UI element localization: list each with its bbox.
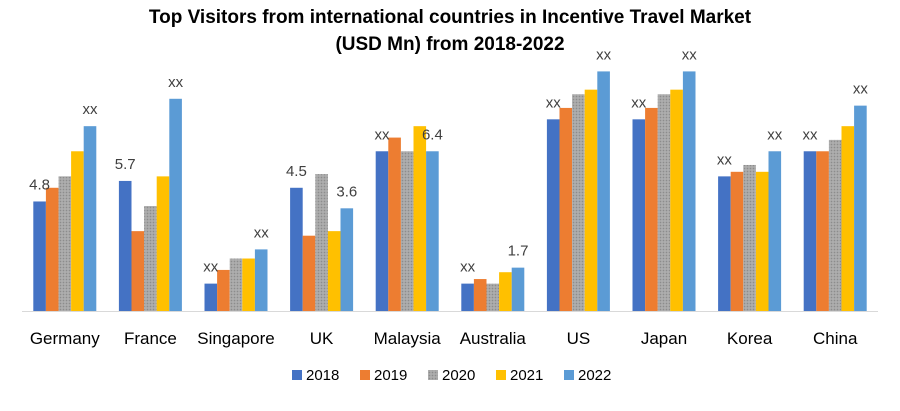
- bar-uk-2018: [290, 187, 303, 311]
- data-label-france-2018: 5.7: [115, 156, 136, 173]
- legend-label-2020: 2020: [442, 367, 475, 384]
- x-tick-label-uk: UK: [310, 329, 334, 348]
- chart-title-line2: (USD Mn) from 2018-2022: [335, 34, 565, 55]
- chart-title: Top Visitors from international countrie…: [0, 4, 900, 58]
- data-label-japan-2018: xx: [631, 94, 647, 111]
- bar-korea-2019: [730, 171, 744, 311]
- bar-germany-2018: [33, 201, 46, 311]
- bar-japan-2019: [645, 107, 658, 311]
- data-label-uk-2022: 3.6: [336, 183, 357, 200]
- data-label-malaysia-2022: 6.4: [422, 126, 443, 143]
- data-label-singapore-2018: xx: [203, 259, 219, 276]
- x-tick-label-singapore: Singapore: [197, 329, 275, 348]
- legend-swatch-2020: [428, 370, 438, 380]
- bar-australia-2018: [461, 283, 474, 311]
- bar-australia-2022: [511, 267, 525, 311]
- data-label-australia-2022: 1.7: [508, 243, 529, 260]
- bar-china-2019: [816, 151, 829, 311]
- bar-singapore-2018: [204, 283, 218, 311]
- bar-france-2018: [118, 180, 132, 311]
- data-label-singapore-2022: xx: [254, 224, 270, 241]
- bar-malaysia-2022: [426, 151, 439, 311]
- data-label-china-2022: xx: [853, 81, 869, 98]
- bar-france-2021: [156, 176, 170, 311]
- bar-germany-2021: [71, 151, 84, 311]
- bar-france-2020: [144, 206, 157, 311]
- bar-us-2020: [572, 94, 585, 312]
- bar-singapore-2020: [229, 258, 243, 311]
- legend-swatch-2022: [564, 370, 574, 380]
- bar-singapore-2021: [242, 258, 255, 311]
- x-tick-label-japan: Japan: [641, 329, 687, 348]
- bar-germany-2019: [45, 187, 59, 311]
- data-label-uk-2018: 4.5: [286, 163, 307, 180]
- x-tick-label-germany: Germany: [30, 329, 100, 348]
- data-label-china-2018: xx: [803, 126, 819, 143]
- data-label-malaysia-2018: xx: [375, 126, 391, 143]
- legend-label-2019: 2019: [374, 367, 407, 384]
- bar-uk-2019: [302, 235, 316, 311]
- bar-korea-2018: [718, 176, 731, 311]
- bar-china-2018: [803, 151, 817, 311]
- legend-swatch-2018: [292, 370, 302, 380]
- data-label-us-2022: xx: [596, 46, 612, 63]
- bar-australia-2019: [473, 279, 487, 311]
- bar-uk-2021: [327, 231, 341, 311]
- data-label-australia-2018: xx: [460, 259, 476, 276]
- data-label-korea-2022: xx: [767, 126, 783, 143]
- legend-swatch-2019: [360, 370, 370, 380]
- x-tick-label-korea: Korea: [727, 329, 773, 348]
- legend-label-2022: 2022: [578, 367, 611, 384]
- data-label-france-2022: xx: [168, 74, 184, 91]
- bar-japan-2018: [632, 119, 646, 311]
- bar-korea-2020: [743, 164, 756, 311]
- bar-us-2021: [584, 89, 598, 311]
- bar-china-2020: [828, 139, 842, 311]
- data-label-germany-2022: xx: [83, 101, 99, 118]
- data-label-germany-2018: 4.8: [29, 176, 50, 193]
- bar-japan-2020: [657, 94, 671, 312]
- bar-malaysia-2018: [375, 151, 389, 311]
- x-tick-label-china: China: [813, 329, 858, 348]
- bar-germany-2022: [83, 126, 97, 311]
- bar-us-2019: [559, 107, 573, 311]
- data-label-us-2018: xx: [546, 94, 562, 111]
- legend-label-2018: 2018: [306, 367, 339, 384]
- bar-uk-2022: [340, 208, 354, 311]
- data-label-japan-2022: xx: [682, 46, 698, 63]
- bar-malaysia-2019: [388, 137, 401, 311]
- x-tick-label-us: US: [567, 329, 591, 348]
- bar-us-2018: [546, 119, 560, 311]
- chart-title-line1: Top Visitors from international countrie…: [148, 7, 752, 28]
- bar-korea-2021: [755, 171, 769, 311]
- bar-korea-2022: [768, 151, 782, 311]
- legend-label-2021: 2021: [510, 367, 543, 384]
- bar-australia-2021: [499, 272, 512, 311]
- bar-france-2019: [131, 231, 145, 311]
- bar-china-2021: [841, 126, 855, 311]
- bar-france-2022: [169, 98, 182, 311]
- data-label-korea-2018: xx: [717, 151, 733, 168]
- bar-australia-2020: [486, 283, 500, 311]
- bar-japan-2021: [670, 89, 683, 311]
- bar-germany-2020: [58, 176, 72, 311]
- legend-swatch-2021: [496, 370, 506, 380]
- bar-us-2022: [597, 71, 610, 311]
- bar-singapore-2019: [217, 269, 230, 311]
- bar-singapore-2022: [254, 249, 268, 311]
- bar-china-2022: [854, 105, 867, 312]
- bar-uk-2020: [315, 174, 328, 311]
- bar-malaysia-2021: [413, 126, 427, 311]
- x-tick-label-france: France: [124, 329, 177, 348]
- bar-japan-2022: [682, 71, 696, 311]
- bar-malaysia-2020: [400, 151, 414, 311]
- x-tick-label-australia: Australia: [460, 329, 527, 348]
- x-tick-label-malaysia: Malaysia: [374, 329, 442, 348]
